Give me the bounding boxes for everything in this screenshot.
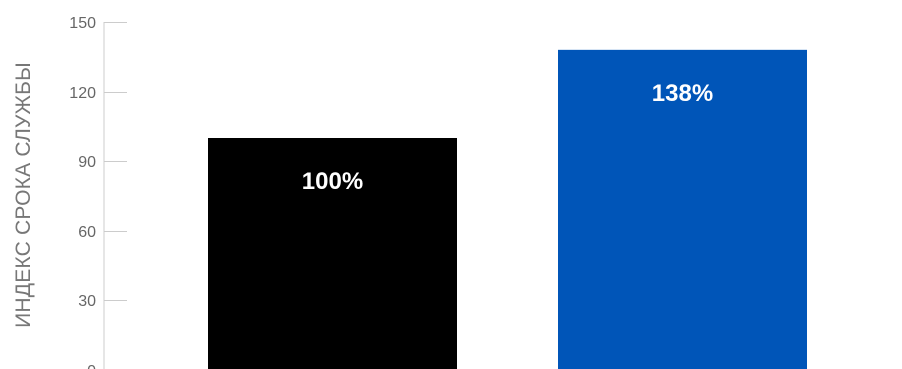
bar	[558, 49, 807, 369]
bar-data-label: 138%	[652, 80, 713, 107]
y-tick-label: 120	[69, 85, 96, 102]
y-axis-title: ИНДЕКС СРОКА СЛУЖБЫ	[12, 62, 35, 328]
y-tick-label: 0	[87, 363, 96, 369]
y-tick-label: 30	[78, 293, 96, 310]
data-labels-group: 100% 138%	[302, 80, 713, 195]
bars-group	[208, 49, 807, 369]
y-tick-label: 90	[78, 154, 96, 171]
y-axis: 0 30 60 90 120 150	[69, 15, 127, 369]
bar	[208, 138, 457, 369]
bar-data-label: 100%	[302, 168, 363, 195]
y-tick-label: 150	[69, 15, 96, 32]
y-tick-label: 60	[78, 224, 96, 241]
